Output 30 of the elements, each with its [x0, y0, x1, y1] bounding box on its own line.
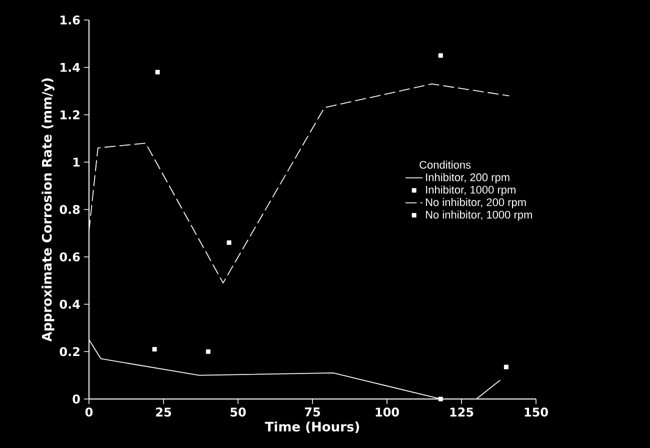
y-tick-label: 0.6: [60, 252, 80, 262]
x-tick-label: 75: [304, 408, 320, 416]
x-tick-label: 25: [156, 408, 172, 417]
y-tick-label: 1: [73, 158, 80, 166]
y-tick-label: 0: [72, 394, 80, 404]
point: [155, 70, 160, 74]
y-tick-label: 1.2: [60, 110, 80, 120]
y-axis-title: Approximate Corrosion Rate (mm/y): [42, 78, 54, 342]
y-tick-label: 0.4: [60, 300, 80, 309]
x-tick-label: 100: [376, 408, 399, 417]
legend-label: No inhibitor, 200 rpm: [426, 198, 526, 208]
legend-title: Conditions: [420, 160, 471, 169]
y-tick-label: 0.2: [60, 347, 80, 356]
point: [206, 349, 210, 354]
x-tick-label: 0: [85, 408, 93, 417]
point: [152, 347, 157, 352]
point: [226, 240, 232, 245]
y-tick-label: 0.8: [60, 204, 80, 214]
legend-label: Inhibitor, 1000 rpm: [426, 186, 516, 196]
y-tick-label: 1.6: [60, 15, 80, 25]
x-tick-label: 50: [230, 408, 246, 417]
point: [438, 396, 443, 402]
legend-label: No inhibitor, 1000 rpm: [426, 210, 532, 221]
legend-label: Inhibitor, 200 rpm: [426, 173, 510, 184]
point: [504, 364, 508, 370]
x-tick-label: 150: [524, 408, 548, 417]
x-tick-label: 125: [450, 408, 474, 417]
y-tick-label: 1.4: [60, 62, 80, 72]
x-axis-title: Time (Hours): [264, 421, 360, 434]
point: [438, 53, 443, 58]
